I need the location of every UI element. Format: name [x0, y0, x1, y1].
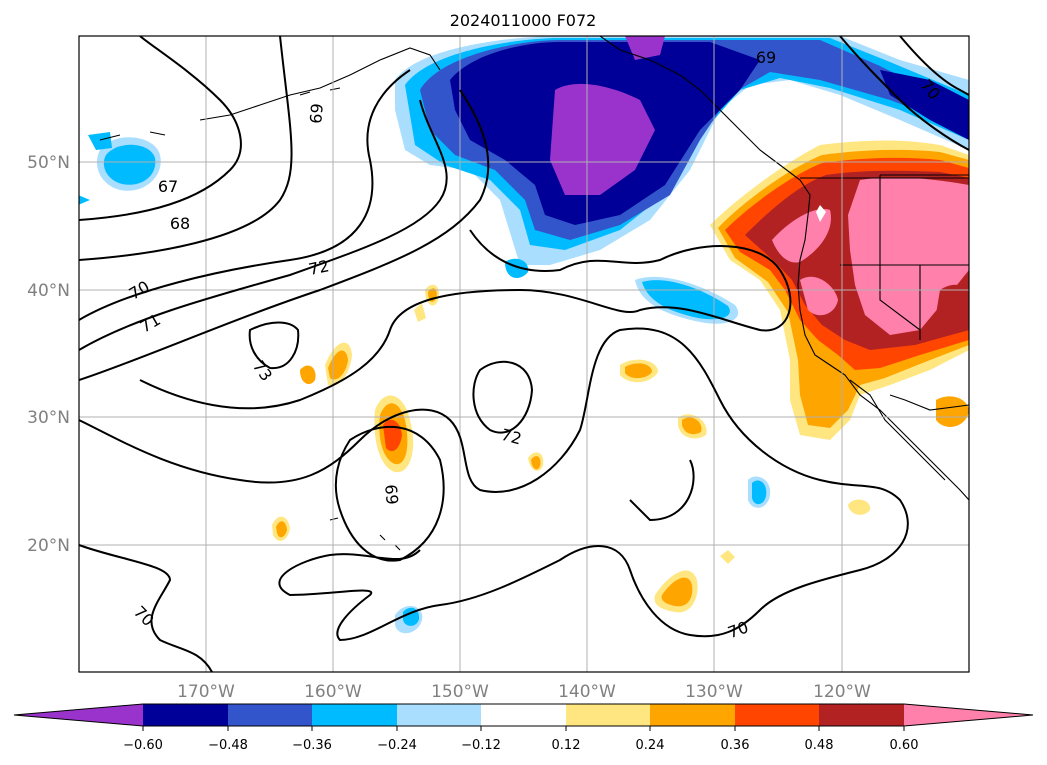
colorbar-tick-label: 0.24: [636, 738, 665, 753]
colorbar-segment-7: [650, 704, 735, 726]
lon-label-140w: 140°W: [558, 682, 616, 702]
colorbar-extend-low: [14, 704, 143, 726]
colorbar-segment-2: [228, 704, 312, 726]
colorbar-ticks: [142, 726, 905, 731]
lat-label-20n: 20°N: [27, 536, 70, 556]
colorbar-tick-label: 0.36: [721, 738, 750, 753]
lon-label-160w: 160°W: [304, 682, 362, 702]
colorbar-segment-8: [735, 704, 819, 726]
positive-anomaly-small-blobs: [272, 284, 871, 613]
lon-label-170w: 170°W: [177, 682, 235, 702]
contour-label-68: 68: [170, 214, 190, 233]
contour-label-72-b: 72: [499, 425, 524, 449]
colorbar-tick-label: −0.60: [123, 738, 163, 753]
map-area: 67 68 69 69 69 70 70 70 70 71 72 72 73: [79, 36, 969, 672]
longitude-labels: 170°W 160°W 150°W 140°W 130°W 120°W: [177, 682, 871, 702]
contour-label-69-c: 69: [381, 484, 402, 506]
colorbar-tick-label: 0.48: [805, 738, 834, 753]
colorbar-tick-label: −0.48: [208, 738, 248, 753]
lat-label-50n: 50°N: [27, 153, 70, 173]
negative-anomaly-gulf-of-alaska: [395, 36, 969, 265]
map-frame: [78, 35, 970, 673]
lon-label-150w: 150°W: [431, 682, 489, 702]
colorbar: −0.60 −0.48 −0.36 −0.24 −0.12 0.12 0.24 …: [13, 703, 1034, 753]
lon-label-120w: 120°W: [813, 682, 871, 702]
map-title: 2024011000 F072: [450, 11, 597, 30]
colorbar-tick-label: 0.12: [552, 738, 581, 753]
contour-label-67: 67: [158, 177, 178, 196]
colorbar-extend-high: [904, 704, 1033, 726]
lat-label-40n: 40°N: [27, 281, 70, 301]
contour-lines: [79, 36, 969, 672]
lon-label-130w: 130°W: [685, 682, 743, 702]
colorbar-tick-label: −0.24: [377, 738, 417, 753]
positive-anomaly-west-coast: [710, 140, 969, 440]
colorbar-segment-5: [481, 704, 566, 726]
colorbar-tick-label: −0.36: [292, 738, 332, 753]
negative-anomaly-small-blobs: [79, 132, 771, 634]
colorbar-tick-label: 0.60: [890, 738, 919, 753]
colorbar-segment-1: [143, 704, 228, 726]
contour-label-72-a: 72: [307, 256, 331, 279]
colorbar-segment-6: [566, 704, 650, 726]
lat-label-30n: 30°N: [27, 408, 70, 428]
latitude-labels: 50°N 40°N 30°N 20°N: [27, 153, 70, 556]
coastlines: [99, 36, 969, 551]
colorbar-segment-4: [397, 704, 481, 726]
colorbar-segment-9: [819, 704, 904, 726]
colorbar-segment-3: [312, 704, 397, 726]
contour-label-69-a: 69: [306, 103, 327, 125]
contour-label-69-b: 69: [756, 48, 776, 67]
colorbar-tick-label: −0.12: [461, 738, 501, 753]
